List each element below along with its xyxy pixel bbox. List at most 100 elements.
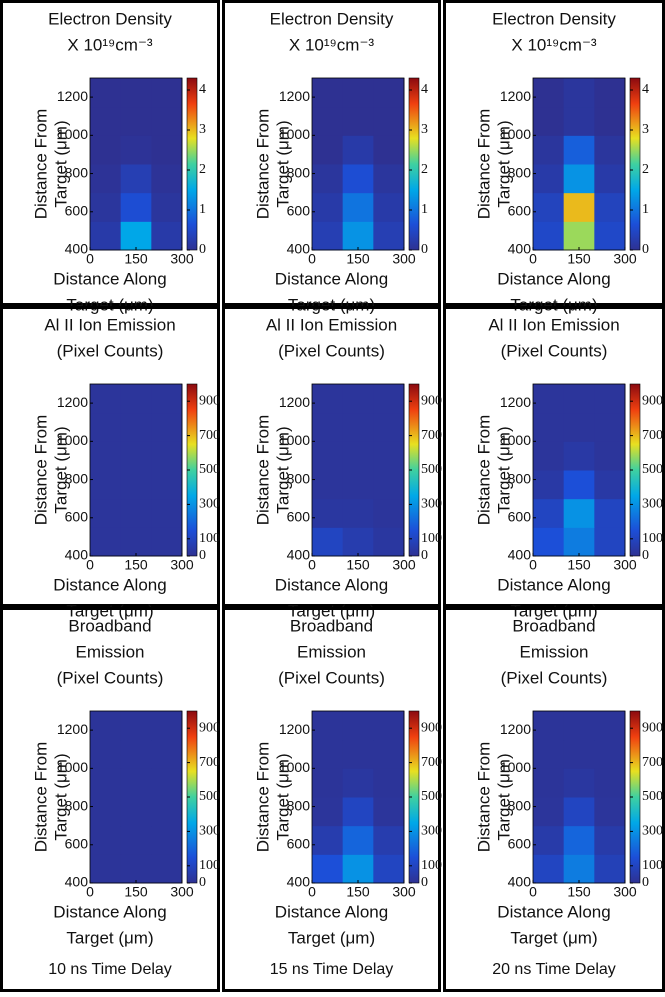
colorbar-tick-label: 900: [421, 393, 442, 408]
x-axis-label: Target (μm): [510, 928, 597, 947]
heatmap-cell: [120, 412, 152, 442]
x-axis-label: Distance Along: [497, 269, 610, 288]
heatmap-cell: [312, 498, 344, 528]
heatmap-cell: [312, 192, 344, 222]
colorbar-tick-label: 500: [642, 789, 663, 804]
heatmap-cell: [373, 221, 405, 251]
y-tick-label: 1000: [57, 432, 88, 448]
panel-title: X 10¹⁹cm⁻³: [511, 35, 597, 54]
heatmap-cell: [533, 441, 565, 471]
heatmap-cell: [594, 854, 626, 884]
y-tick-label: 800: [508, 470, 532, 486]
heatmap-cell: [533, 825, 565, 855]
x-axis-label: Target (μm): [510, 601, 597, 620]
heatmap-cell: [151, 441, 183, 471]
heatmap-cell: [594, 527, 626, 557]
x-axis-label: Distance Along: [53, 902, 166, 921]
x-axis-label: Distance Along: [275, 269, 388, 288]
heatmap-cell: [151, 470, 183, 500]
heatmap-cell: [312, 527, 344, 557]
y-tick-label: 1200: [279, 394, 310, 410]
y-tick-label: 1200: [57, 394, 88, 410]
colorbar-tick-label: 500: [199, 789, 220, 804]
colorbar-tick-label: 300: [421, 497, 442, 512]
heatmap-cell: [151, 498, 183, 528]
y-tick-label: 600: [287, 202, 311, 218]
panel-border: [222, 607, 441, 992]
heatmap-cell: [120, 768, 152, 798]
x-tick-label: 150: [346, 251, 370, 267]
heatmap-cell: [120, 135, 152, 165]
heatmap-cell: [342, 498, 374, 528]
heatmap-cell: [312, 711, 344, 741]
heatmap-cell: [342, 854, 374, 884]
colorbar-tick-label: 700: [421, 428, 442, 443]
heatmap-cell: [594, 106, 626, 136]
heatmap-cell: [90, 135, 122, 165]
heatmap-cell: [120, 192, 152, 222]
heatmap-cell: [90, 412, 122, 442]
x-axis-label: Distance Along: [275, 902, 388, 921]
colorbar-tick-label: 900: [642, 393, 663, 408]
panel-title: Broadband: [512, 616, 595, 635]
colorbar-tick-label: 900: [421, 720, 442, 735]
heatmap-cell: [594, 441, 626, 471]
heatmap-cell: [373, 192, 405, 222]
heatmap-cell: [151, 384, 183, 414]
heatmap-cell: [120, 221, 152, 251]
heatmap-cell: [594, 135, 626, 165]
x-tick-label: 0: [529, 884, 537, 900]
y-tick-label: 400: [508, 874, 532, 890]
heatmap-cell: [342, 106, 374, 136]
heatmap-cell: [533, 221, 565, 251]
panel-border: [443, 607, 665, 992]
heatmap-cell: [312, 825, 344, 855]
x-tick-label: 300: [613, 884, 637, 900]
colorbar-tick-label: 900: [642, 720, 663, 735]
y-tick-label: 600: [65, 202, 89, 218]
x-tick-label: 150: [124, 884, 148, 900]
colorbar-tick-label: 900: [199, 720, 220, 735]
y-tick-label: 1000: [500, 432, 531, 448]
panel-border: [0, 607, 220, 992]
panel-border: [443, 306, 665, 607]
heatmap-cell: [151, 135, 183, 165]
colorbar-tick-label: 500: [421, 462, 442, 477]
heatmap-cell: [373, 384, 405, 414]
colorbar-tick-label: 0: [199, 548, 206, 563]
heatmap-cell: [90, 527, 122, 557]
colorbar-tick-label: 700: [421, 755, 442, 770]
colorbar-tick-label: 2: [642, 162, 649, 177]
heatmap-cell: [594, 192, 626, 222]
panel-border: [0, 306, 220, 607]
heatmap-cell: [120, 854, 152, 884]
colorbar-tick-label: 0: [421, 548, 428, 563]
y-tick-label: 400: [508, 547, 532, 563]
colorbar-tick-label: 300: [421, 824, 442, 839]
y-tick-label: 1000: [57, 759, 88, 775]
heatmap-cell: [342, 739, 374, 769]
y-axis-label: Distance From: [253, 415, 272, 526]
heatmap-cell: [151, 412, 183, 442]
heatmap-cell: [120, 164, 152, 194]
colorbar-tick-label: 0: [642, 548, 649, 563]
heatmap-cell: [120, 527, 152, 557]
y-axis-label: Target (μm): [494, 753, 513, 840]
heatmap-cell: [120, 441, 152, 471]
y-axis-label: Target (μm): [51, 753, 70, 840]
x-tick-label: 300: [392, 884, 416, 900]
heatmap-cell: [563, 106, 595, 136]
y-tick-label: 600: [65, 835, 89, 851]
heatmap-cell: [342, 192, 374, 222]
colorbar-tick-label: 3: [199, 122, 206, 137]
heatmap-cell: [373, 825, 405, 855]
x-tick-label: 150: [124, 557, 148, 573]
time-delay-caption: 10 ns Time Delay: [48, 961, 172, 978]
colorbar-tick-label: 2: [199, 162, 206, 177]
heatmap-cell: [312, 412, 344, 442]
heatmap-cell: [373, 135, 405, 165]
x-tick-label: 150: [567, 251, 591, 267]
heatmap-cell: [151, 221, 183, 251]
heatmap-cell: [563, 221, 595, 251]
